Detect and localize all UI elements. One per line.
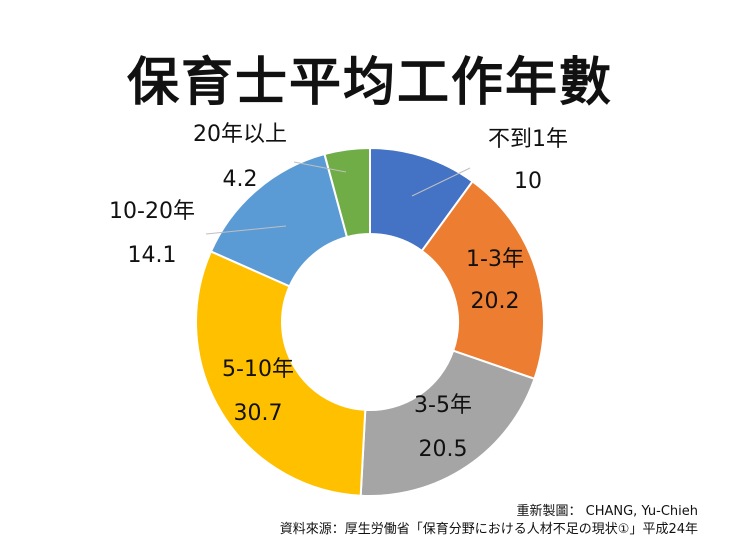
chart-title: 保育士平均工作年數: [126, 53, 613, 113]
slice-category-label: 3-5年: [414, 393, 472, 418]
slice-value-label: 20.5: [419, 437, 468, 462]
leader-line: [411, 167, 471, 197]
slice-value-label: 20.2: [471, 289, 520, 314]
donut-slice: [195, 250, 367, 497]
credit-line: 重新製圖： CHANG, Yu-Chieh: [516, 504, 699, 519]
donut-slice: [359, 349, 536, 497]
source-line: 資料來源：厚生労働省「保育分野における人材不足の現状①」平成24年: [279, 522, 698, 537]
slice-value-label: 30.7: [234, 401, 283, 426]
slice-category-label: 1-3年: [466, 247, 524, 272]
slice-category-label: 5-10年: [222, 357, 294, 382]
slice-value-label: 14.1: [128, 243, 177, 268]
leader-line: [205, 225, 287, 235]
slice-value-label: 10: [514, 169, 542, 194]
donut-slice: [420, 180, 545, 381]
slice-category-label: 20年以上: [193, 122, 287, 147]
slice-category-label: 不到1年: [488, 127, 568, 152]
leader-line: [293, 161, 347, 173]
slice-value-label: 4.2: [223, 167, 258, 192]
slice-category-label: 10-20年: [109, 199, 195, 224]
